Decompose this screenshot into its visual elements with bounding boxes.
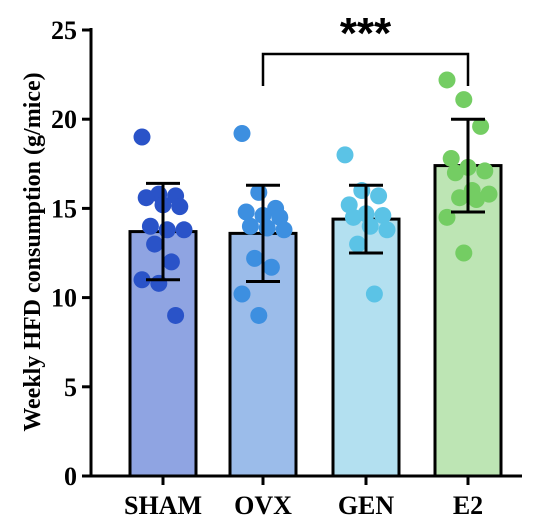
data-point-ovx xyxy=(241,217,259,235)
data-point-e2 xyxy=(455,91,473,109)
data-point-sham xyxy=(162,253,180,271)
data-point-gen xyxy=(370,187,388,205)
data-point-sham xyxy=(133,128,151,146)
data-point-sham xyxy=(175,221,193,239)
data-point-e2 xyxy=(467,190,485,208)
error-bar-e2 xyxy=(451,117,485,214)
data-point-e2 xyxy=(438,71,456,89)
significance-label: *** xyxy=(340,9,392,58)
data-point-ovx xyxy=(237,203,255,221)
error-bar-sham xyxy=(146,181,180,282)
data-point-e2 xyxy=(476,162,494,180)
y-axis-title: Weekly HFD consumption (g/mice) xyxy=(20,72,46,431)
data-point-sham xyxy=(146,235,164,253)
data-point-ovx xyxy=(246,249,264,267)
data-point-gen xyxy=(361,217,379,235)
data-point-sham xyxy=(171,198,189,216)
data-point-ovx xyxy=(275,221,293,239)
data-point-sham xyxy=(150,274,168,292)
data-point-e2 xyxy=(442,149,460,167)
error-bar-ovx xyxy=(246,183,280,284)
error-bars-layer xyxy=(146,117,485,284)
data-point-ovx xyxy=(233,124,251,142)
data-point-gen xyxy=(349,235,367,253)
y-tick-label: 5 xyxy=(64,373,77,402)
data-point-sham xyxy=(158,221,176,239)
data-point-sham xyxy=(141,217,159,235)
data-point-ovx xyxy=(258,219,276,237)
error-bar-gen xyxy=(349,183,383,255)
x-tick-label-sham: SHAM xyxy=(124,491,202,520)
data-point-gen xyxy=(365,285,383,303)
x-tick-label-e2: E2 xyxy=(453,491,483,520)
y-tick-label: 15 xyxy=(51,194,77,223)
axes-layer: 0 5 10 15 20 25 SHAM OVX GEN E2 xyxy=(51,16,522,520)
data-point-sham xyxy=(137,189,155,207)
data-point-sham xyxy=(133,271,151,289)
data-point-gen xyxy=(344,208,362,226)
data-point-ovx xyxy=(233,285,251,303)
data-point-sham xyxy=(167,306,185,324)
bar-gen xyxy=(331,217,401,478)
data-point-ovx xyxy=(250,306,268,324)
data-point-gen xyxy=(378,221,396,239)
data-point-ovx xyxy=(262,258,280,276)
significance-bracket: *** xyxy=(261,9,470,86)
data-point-e2 xyxy=(455,244,473,262)
y-tick-label: 10 xyxy=(51,284,77,313)
data-point-e2 xyxy=(472,117,490,135)
x-tick-label-gen: GEN xyxy=(338,491,395,520)
data-point-gen xyxy=(336,146,354,164)
data-point-e2 xyxy=(451,189,469,207)
data-point-e2 xyxy=(446,164,464,182)
y-tick-label: 25 xyxy=(51,16,77,45)
y-axis-label: Weekly HFD consumption (g/mice) xyxy=(20,72,46,431)
significance-line xyxy=(261,52,470,86)
data-point-gen xyxy=(374,207,392,225)
y-tick-label: 20 xyxy=(51,105,77,134)
x-tick-label-ovx: OVX xyxy=(234,491,292,520)
y-tick-label: 0 xyxy=(64,462,77,491)
